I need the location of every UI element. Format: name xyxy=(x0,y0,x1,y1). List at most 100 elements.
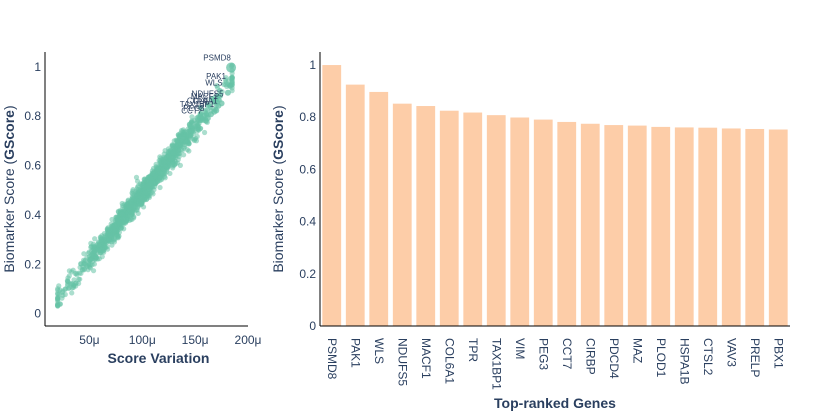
scatter-point xyxy=(132,202,138,209)
scatter-point xyxy=(127,213,133,219)
scatter-point xyxy=(69,281,75,287)
scatter-point xyxy=(112,228,118,234)
y-tick-label: 0 xyxy=(34,307,41,321)
x-tick-label: CIRBP xyxy=(583,338,597,375)
point-label: TPR xyxy=(192,98,208,107)
scatter-point xyxy=(229,88,235,94)
scatter-point-labeled xyxy=(224,89,231,96)
bar xyxy=(580,123,600,326)
x-tick-label: COL6A1 xyxy=(442,338,456,384)
scatter-point xyxy=(206,101,212,107)
x-tick-label: WLS xyxy=(372,338,386,364)
scatter-point xyxy=(214,83,220,89)
scatter-point xyxy=(162,175,168,181)
scatter-point xyxy=(161,151,167,157)
scatter-point xyxy=(193,138,200,144)
bar xyxy=(416,106,436,327)
scatter-point xyxy=(90,253,96,259)
scatter-point xyxy=(219,89,225,95)
scatter-point xyxy=(157,175,163,181)
y-tick-label: 0.6 xyxy=(299,162,316,176)
point-label: CCT7 xyxy=(181,106,202,115)
scatter-panel: PSMD8 PAK1WLSNDUFS5MACF1COL6A1TPRTAX1BP1P… xyxy=(1,52,262,366)
x-axis-title: Score Variation xyxy=(108,350,210,366)
y-tick-label: 0.6 xyxy=(24,159,41,173)
bar xyxy=(392,103,412,326)
x-tick-label: 50μ xyxy=(79,333,99,347)
x-tick-label: 100μ xyxy=(129,333,156,347)
scatter-point xyxy=(95,242,102,248)
scatter-point xyxy=(121,206,128,212)
bar xyxy=(627,125,647,326)
y-axis-title-bold: GScore xyxy=(1,110,17,160)
scatter-point xyxy=(162,168,168,174)
scatter-point xyxy=(143,189,149,196)
scatter-point xyxy=(64,283,71,289)
x-tick-label: 200μ xyxy=(235,333,262,347)
scatter-point xyxy=(140,194,146,200)
scatter-point xyxy=(116,219,122,225)
scatter-point xyxy=(170,150,176,156)
scatter-point xyxy=(59,295,65,301)
scatter-point xyxy=(157,184,163,191)
point-label: TAX1BP1 xyxy=(180,100,215,109)
scatter-point-labeled xyxy=(215,102,222,109)
scatter-point xyxy=(155,167,161,174)
y-tick-label: 0.2 xyxy=(24,257,41,271)
scatter-point xyxy=(130,188,136,194)
scatter-point xyxy=(135,187,142,193)
x-tick-label: PLOD1 xyxy=(654,338,668,378)
bar xyxy=(345,84,365,327)
scatter-point xyxy=(196,127,202,133)
bar xyxy=(604,125,624,326)
scatter-point xyxy=(175,143,182,149)
scatter-point xyxy=(102,243,108,249)
scatter-point xyxy=(56,291,62,297)
x-tick-label: PAK1 xyxy=(348,338,362,368)
scatter-point xyxy=(203,110,209,117)
bar-panel: 0 0.2 0.4 0.6 0.8 1 PSMD8 PAK1 WLS NDUFS5 MACF1 COL… xyxy=(270,52,790,411)
scatter-point xyxy=(119,211,125,217)
y-axis-title-prefix: Biomarker Score ( xyxy=(270,160,286,273)
scatter-point xyxy=(190,123,196,129)
scatter-point xyxy=(69,269,75,275)
scatter-point xyxy=(108,233,114,239)
scatter-point xyxy=(96,256,102,262)
scatter-point xyxy=(161,155,168,161)
scatter-point xyxy=(55,287,61,293)
x-tick-label: TAX1BP1 xyxy=(489,338,503,390)
scatter-point xyxy=(65,275,71,281)
scatter-point xyxy=(151,184,158,190)
scatter-point xyxy=(111,236,117,242)
x-tick-label: PSMD8 xyxy=(325,338,339,380)
scatter-point xyxy=(148,179,154,186)
y-axis-title-suffix: ) xyxy=(270,105,286,110)
scatter-point xyxy=(82,257,88,263)
scatter-point xyxy=(177,130,183,137)
bar xyxy=(721,128,741,326)
bar xyxy=(768,129,788,326)
scatter-point-labeled xyxy=(227,82,234,89)
y-tick-label: 0.4 xyxy=(24,208,41,222)
bar xyxy=(486,115,506,327)
x-tick-label: TPR xyxy=(466,338,480,362)
y-axis-title-prefix: Biomarker Score ( xyxy=(1,160,17,273)
bar xyxy=(674,127,694,326)
x-tick-label: 150μ xyxy=(182,333,209,347)
scatter-point xyxy=(103,235,110,241)
scatter-point xyxy=(129,209,135,215)
x-tick-label: CCT7 xyxy=(560,338,574,370)
scatter-point xyxy=(92,236,98,242)
x-tick-label: PDCD4 xyxy=(607,338,621,379)
scatter-point xyxy=(168,155,174,162)
scatter-point xyxy=(57,301,64,307)
point-label: NDUFS5 xyxy=(192,89,225,98)
y-tick-label: 1 xyxy=(34,60,41,74)
scatter-point-labeled xyxy=(226,62,237,73)
scatter-point xyxy=(190,130,197,136)
x-tick-label: PBX1 xyxy=(771,338,785,369)
scatter-point xyxy=(181,152,187,158)
y-axis-title: Biomarker Score (GScore) xyxy=(270,105,286,272)
